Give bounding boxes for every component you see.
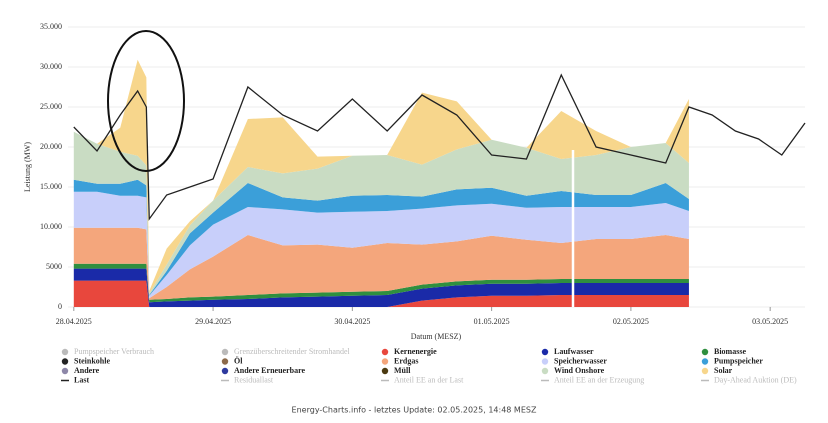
legend-symbol <box>61 367 69 375</box>
legend-symbol <box>541 348 549 356</box>
y-tick-label: 35.000 <box>40 22 62 31</box>
legend-symbol <box>61 348 69 356</box>
area <box>73 179 689 296</box>
legend-label: Biomasse <box>714 347 746 356</box>
footer: Energy-Charts.info - letztes Update: 02.… <box>292 406 537 415</box>
x-tick-label: 28.04.2025 <box>56 317 92 326</box>
y-tick-label: 5000 <box>46 262 62 271</box>
legend-symbol <box>221 348 229 356</box>
legend-symbol <box>381 348 389 356</box>
area <box>73 191 689 299</box>
legend-label: Day-Ahead Auktion (DE) <box>714 375 797 384</box>
x-tick-label: 29.04.2025 <box>195 317 231 326</box>
y-tick-label: 25.000 <box>40 102 62 111</box>
legend-label: Laufwasser <box>554 347 594 356</box>
legend-label: Pumpspeicher Verbrauch <box>74 347 154 356</box>
legend-label: Anteil EE an der Last <box>394 375 464 384</box>
legend-label: Andere Erneuerbare <box>234 366 305 375</box>
x-tick-label: 03.05.2025 <box>752 317 788 326</box>
legend-label: Residuallast <box>234 375 274 384</box>
legend-symbol <box>701 348 709 356</box>
legend-label: Grenzüberschreitender Stromhandel <box>234 347 351 356</box>
x-axis-label: Datum (MESZ) <box>411 332 462 341</box>
x-tick-label: 30.04.2025 <box>334 317 370 326</box>
legend-symbol <box>701 367 709 375</box>
x-tick-label: 01.05.2025 <box>474 317 510 326</box>
y-axis-label: Leistung (MW) <box>23 142 32 192</box>
area <box>73 263 689 303</box>
legend-label: Pumpspeicher <box>714 356 763 365</box>
legend-symbol <box>221 358 229 365</box>
legend-label: Kernenergie <box>394 347 437 356</box>
line <box>73 73 806 221</box>
legend-symbol <box>701 358 709 365</box>
y-tick-label: 0 <box>58 302 62 311</box>
area <box>73 131 689 295</box>
legend-label: Andere <box>74 366 100 375</box>
plot-area <box>68 26 806 308</box>
legend-symbol <box>61 358 69 365</box>
legend-symbol <box>381 367 389 375</box>
legend-label: Müll <box>394 366 411 375</box>
y-tick-label: 30.000 <box>40 62 62 71</box>
area <box>73 227 689 300</box>
x-tick-label: 02.05.2025 <box>613 317 649 326</box>
legend-label: Anteil EE an der Erzeugung <box>554 375 644 384</box>
legend-symbol <box>381 358 389 365</box>
area <box>73 59 689 294</box>
y-tick-label: 15.000 <box>40 182 62 191</box>
legend-label: Last <box>74 375 89 384</box>
legend-symbol <box>541 367 549 375</box>
legend-label: Öl <box>234 356 243 365</box>
y-tick-label: 10.000 <box>40 222 62 231</box>
legend-label: Wind Onshore <box>554 366 605 375</box>
y-tick-label: 20.000 <box>40 142 62 151</box>
legend-label: Erdgas <box>394 356 418 365</box>
legend-label: Speicherwasser <box>554 356 607 365</box>
legend-symbol <box>221 367 229 375</box>
legend-symbol <box>541 358 549 365</box>
area <box>73 280 689 307</box>
highlight-ellipse <box>107 30 185 172</box>
legend-label: Solar <box>714 366 733 375</box>
legend-label: Steinkohle <box>74 356 110 365</box>
area <box>73 268 689 307</box>
